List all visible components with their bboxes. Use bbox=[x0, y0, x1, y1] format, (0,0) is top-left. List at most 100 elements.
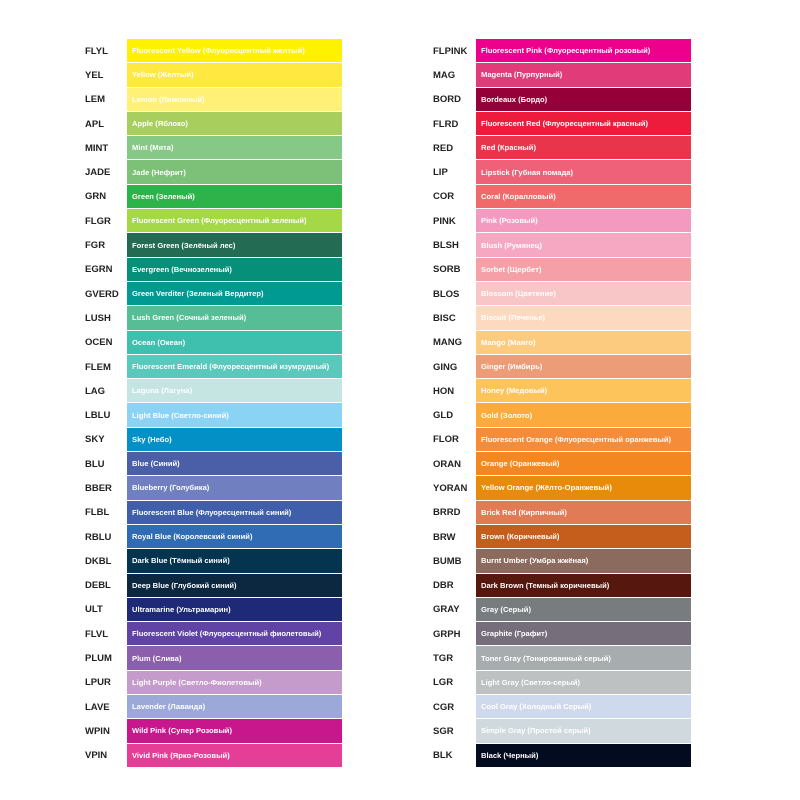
color-name: Dark Brown (Темный коричневый) bbox=[481, 580, 610, 590]
color-row: EGRN Evergreen (Вечнозеленый) bbox=[80, 257, 342, 282]
color-swatch: Lush Green (Сочный зеленый) bbox=[127, 306, 342, 330]
color-swatch: Bordeaux (Бордо) bbox=[476, 87, 691, 111]
color-row: TGR Toner Gray (Тонированный серый) bbox=[428, 646, 691, 670]
color-code: VPIN bbox=[85, 750, 108, 762]
color-code: BLOS bbox=[433, 288, 460, 300]
color-row: LEM Lemon (Лимонный) bbox=[80, 87, 342, 112]
color-code: MAG bbox=[433, 69, 456, 81]
color-code: RBLU bbox=[85, 531, 112, 543]
color-swatch: Graphite (Графит) bbox=[476, 622, 691, 646]
color-swatch: Evergreen (Вечнозеленый) bbox=[127, 257, 342, 281]
color-code: LIP bbox=[433, 167, 448, 179]
color-row: BUMB Burnt Umber (Умбра жжёная) bbox=[428, 549, 691, 573]
color-row: MINT Mint (Мята) bbox=[80, 136, 342, 160]
color-name: Toner Gray (Тонированный серый) bbox=[481, 653, 611, 663]
color-code: DBR bbox=[433, 580, 454, 592]
color-code: BBER bbox=[85, 482, 112, 494]
color-swatch: Burnt Umber (Умбра жжёная) bbox=[476, 549, 691, 573]
color-name: Ginger (Имбирь) bbox=[481, 362, 543, 371]
color-code: FLOR bbox=[433, 434, 459, 446]
color-row: SORB Sorbet (Щербет) bbox=[428, 257, 691, 282]
color-name: Blush (Румянец) bbox=[481, 240, 542, 250]
color-name: Sky (Небо) bbox=[132, 434, 172, 444]
color-code: BLSH bbox=[433, 240, 459, 252]
color-code: SKY bbox=[85, 434, 105, 446]
color-row: LBLU Light Blue (Светло-синий) bbox=[80, 403, 342, 427]
color-swatch: Ginger (Имбирь) bbox=[476, 354, 691, 379]
color-row: LAG Laguna (Лагуна) bbox=[80, 379, 342, 403]
color-name: Mint (Мята) bbox=[132, 143, 174, 153]
color-code: DKBL bbox=[85, 555, 112, 567]
color-swatch: Brown (Коричневый) bbox=[476, 524, 691, 549]
color-row: BRRD Brick Red (Кирпичный) bbox=[428, 500, 691, 525]
color-code: GRPH bbox=[433, 628, 461, 640]
color-row: FLEM Fluorescent Emerald (Флуоресцентный … bbox=[80, 354, 342, 379]
color-code: YORAN bbox=[433, 482, 468, 494]
color-code: ORAN bbox=[433, 458, 461, 470]
color-code: LUSH bbox=[85, 312, 111, 324]
color-swatch: Pink (Розовый) bbox=[476, 209, 691, 233]
color-swatch: Red (Красный) bbox=[476, 136, 691, 160]
color-name: Sorbet (Щербет) bbox=[481, 264, 542, 274]
color-code: LAVE bbox=[85, 701, 110, 713]
color-row: BISC Biscuit (Печенье) bbox=[428, 306, 691, 330]
color-swatch: Yellow (Желтый) bbox=[127, 63, 342, 87]
color-swatch: Fluorescent Pink (Флуоресцентный розовый… bbox=[476, 39, 691, 63]
color-name: Lemon (Лимонный) bbox=[132, 94, 205, 104]
color-row: MAG Magenta (Пурпурный) bbox=[428, 63, 691, 87]
color-name: Coral (Коралловый) bbox=[481, 191, 556, 201]
color-row: JADE Jade (Нефрит) bbox=[80, 160, 342, 184]
color-swatch: Blossom (Цветение) bbox=[476, 281, 691, 306]
color-code: MINT bbox=[85, 142, 109, 154]
color-swatch: Biscuit (Печенье) bbox=[476, 306, 691, 330]
color-row: BORD Bordeaux (Бордо) bbox=[428, 87, 691, 112]
color-name: Wild Pink (Супер Розовый) bbox=[132, 726, 232, 736]
color-swatch: Royal Blue (Королевский синий) bbox=[127, 524, 342, 549]
color-code: TGR bbox=[433, 653, 454, 665]
color-code: BRRD bbox=[433, 507, 461, 519]
color-name: Ocean (Океан) bbox=[132, 337, 186, 347]
color-code: FLRD bbox=[433, 118, 459, 130]
color-name: Biscuit (Печенье) bbox=[481, 313, 546, 323]
color-name: Light Gray (Светло-серый) bbox=[481, 677, 581, 687]
color-code: FLEM bbox=[85, 361, 111, 373]
color-swatch: Sorbet (Щербет) bbox=[476, 257, 691, 281]
color-row: GING Ginger (Имбирь) bbox=[428, 354, 691, 379]
color-row: SGR Simple Gray (Простой серый) bbox=[428, 719, 691, 743]
color-code: CGR bbox=[433, 701, 455, 713]
color-row: DEBL Deep Blue (Глубокий синий) bbox=[80, 573, 342, 598]
color-row: YORAN Yellow Orange (Жёлто-Оранжевый) bbox=[428, 476, 691, 500]
color-swatch: Laguna (Лагуна) bbox=[127, 379, 342, 403]
color-code: FLPINK bbox=[433, 45, 468, 57]
color-code: GING bbox=[433, 361, 458, 373]
color-name: Green Verditer (Зеленый Вердитер) bbox=[132, 289, 264, 299]
color-code: GRN bbox=[85, 191, 107, 203]
color-name: Pink (Розовый) bbox=[481, 216, 538, 226]
color-row: BLK Black (Черный) bbox=[428, 743, 691, 768]
color-name: Mango (Манго) bbox=[481, 337, 536, 347]
color-row: DBR Dark Brown (Темный коричневый) bbox=[428, 573, 691, 598]
color-code: LGR bbox=[433, 677, 454, 689]
color-name: Yellow (Желтый) bbox=[132, 70, 194, 80]
color-name: Lavender (Лаванда) bbox=[132, 702, 206, 712]
color-swatch: Mint (Мята) bbox=[127, 136, 342, 160]
color-name: Blue (Синий) bbox=[132, 459, 180, 469]
color-swatch: Forest Green (Зелёный лес) bbox=[127, 233, 342, 257]
color-code: HON bbox=[433, 385, 455, 397]
color-swatch: Ocean (Океан) bbox=[127, 330, 342, 354]
color-code: WPIN bbox=[85, 725, 110, 737]
color-code: BRW bbox=[433, 531, 456, 543]
color-row: GRAY Gray (Серый) bbox=[428, 597, 691, 622]
color-name: Lipstick (Губная помада) bbox=[481, 167, 574, 177]
color-name: Brown (Коричневый) bbox=[481, 532, 560, 542]
color-swatch: Apple (Яблоко) bbox=[127, 111, 342, 136]
color-name: Red (Красный) bbox=[481, 143, 536, 153]
color-swatch: Vivid Pink (Ярко-Розовый) bbox=[127, 743, 342, 767]
color-name: Burnt Umber (Умбра жжёная) bbox=[481, 556, 589, 566]
color-swatch: Fluorescent Blue (Флуоресцентный синий) bbox=[127, 500, 342, 524]
color-code: YEL bbox=[85, 69, 104, 81]
color-name: Deep Blue (Глубокий синий) bbox=[132, 580, 237, 590]
color-code: FLGR bbox=[85, 215, 111, 227]
color-name: Fluorescent Yellow (Флуоресцентный желты… bbox=[132, 46, 305, 56]
color-row: BRW Brown (Коричневый) bbox=[428, 524, 691, 549]
